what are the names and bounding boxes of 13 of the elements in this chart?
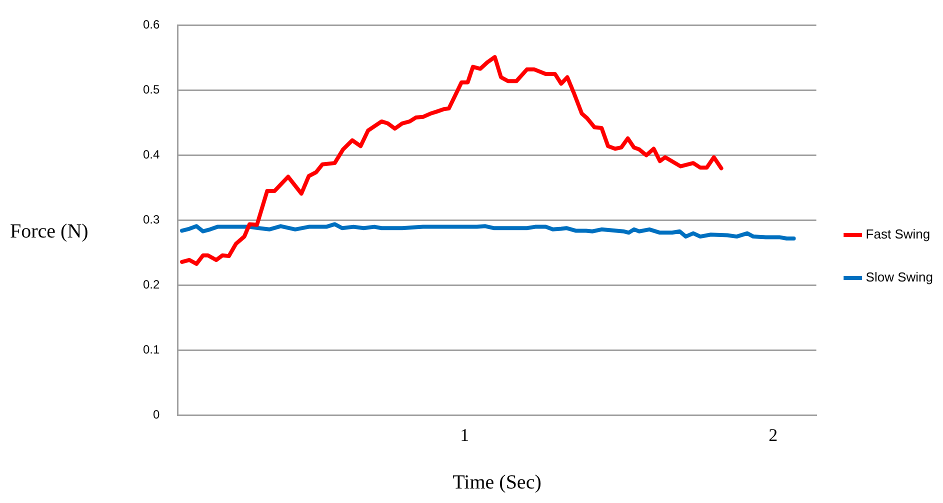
y-tick-label: 0.1	[142, 342, 160, 357]
x-tick-label: 2	[768, 424, 778, 445]
y-tick-label: 0.6	[142, 18, 160, 32]
legend-label: Fast Swing	[866, 226, 930, 242]
y-tick-label: 0.2	[142, 278, 160, 292]
y-tick-label: 0	[152, 408, 160, 422]
y-tick-label: 0.4	[142, 148, 160, 162]
y-tick-label: 0.5	[142, 82, 160, 97]
y-axis-title: Force (N)	[10, 220, 88, 243]
x-axis-title: Time (Sec)	[452, 471, 542, 494]
legend-label: Slow Swing	[866, 270, 934, 285]
y-tick-label: 0.3	[142, 212, 160, 227]
x-tick-label: 1	[460, 424, 470, 445]
